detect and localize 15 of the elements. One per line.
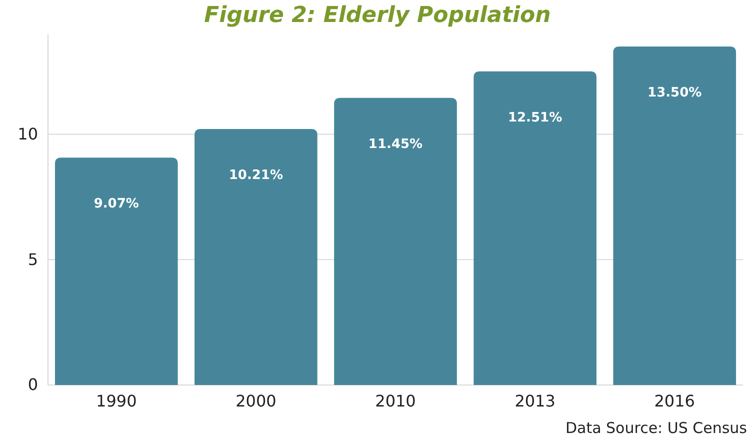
- x-tick-label: 1990: [96, 391, 137, 410]
- x-tick-label: 2016: [654, 391, 695, 410]
- data-label: 12.51%: [508, 110, 562, 126]
- data-label: 13.50%: [648, 86, 702, 101]
- x-tick-label: 2010: [375, 391, 416, 410]
- x-tick-label: 2000: [236, 391, 276, 410]
- data-label: 10.21%: [228, 168, 284, 184]
- y-tick-label: 5: [28, 250, 38, 269]
- chart-title: Figure 2: Elderly Population: [204, 3, 551, 28]
- source-note: Data Source: US Census: [565, 419, 748, 437]
- x-tick-label: 2013: [514, 391, 556, 410]
- y-tick-label: 10: [18, 124, 38, 144]
- data-label: 11.45%: [368, 136, 423, 152]
- y-tick-label: 0: [28, 375, 38, 394]
- data-label: 9.07%: [94, 196, 139, 212]
